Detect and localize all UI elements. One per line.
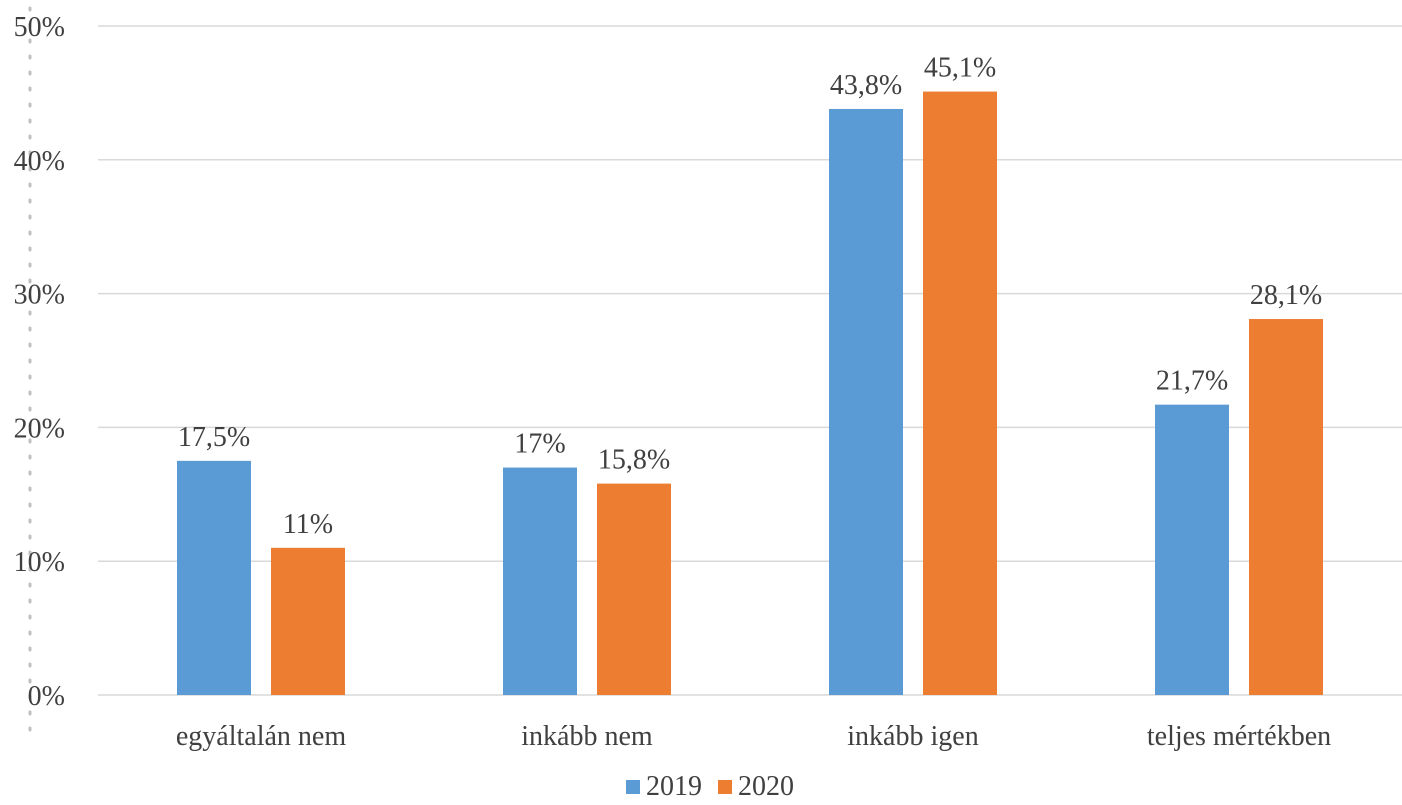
legend: 2019 2020 <box>626 771 794 802</box>
legend-swatch-2019 <box>626 780 640 794</box>
x-axis-category-labels: egyáltalán nem inkább nem inkább igen telje… <box>176 721 1331 752</box>
data-label: 28,1% <box>1250 280 1322 311</box>
bar-2019-2 <box>503 467 577 695</box>
data-label: 11% <box>283 509 333 540</box>
data-label: 45,1% <box>924 53 996 84</box>
data-label: 17% <box>514 429 565 460</box>
x-category-label: inkább nem <box>521 721 653 752</box>
bar-2020-1 <box>271 547 345 695</box>
y-tick-label: 10% <box>14 547 65 578</box>
y-axis-tick-labels: 0% 10% 20% 30% 40% 50% <box>14 12 65 712</box>
bar-2019-1 <box>177 460 251 695</box>
legend-label: 2020 <box>738 771 794 802</box>
data-label: 21,7% <box>1156 366 1228 397</box>
x-category-label: teljes mértékben <box>1147 721 1331 752</box>
bar-2020-4 <box>1249 319 1323 695</box>
bar-2020-2 <box>597 483 671 695</box>
data-labels: 17,5% 11% 17% 15,8% 43,8% 45,1% 21,7% 28,1% <box>178 53 1322 540</box>
y-tick-label: 50% <box>14 12 65 43</box>
x-category-label: inkább igen <box>847 721 978 752</box>
legend-swatch-2020 <box>718 780 732 794</box>
legend-label: 2019 <box>646 771 702 802</box>
bars <box>177 91 1323 696</box>
y-tick-label: 30% <box>14 280 65 311</box>
y-tick-label: 20% <box>14 413 65 444</box>
y-tick-label: 40% <box>14 146 65 177</box>
data-label: 15,8% <box>598 445 670 476</box>
x-category-label: egyáltalán nem <box>176 721 346 752</box>
bar-2020-3 <box>923 91 997 695</box>
data-label: 43,8% <box>830 70 902 101</box>
bar-2019-3 <box>829 108 903 696</box>
y-tick-label: 0% <box>28 681 65 712</box>
bar-2019-4 <box>1155 404 1229 695</box>
data-label: 17,5% <box>178 422 250 453</box>
